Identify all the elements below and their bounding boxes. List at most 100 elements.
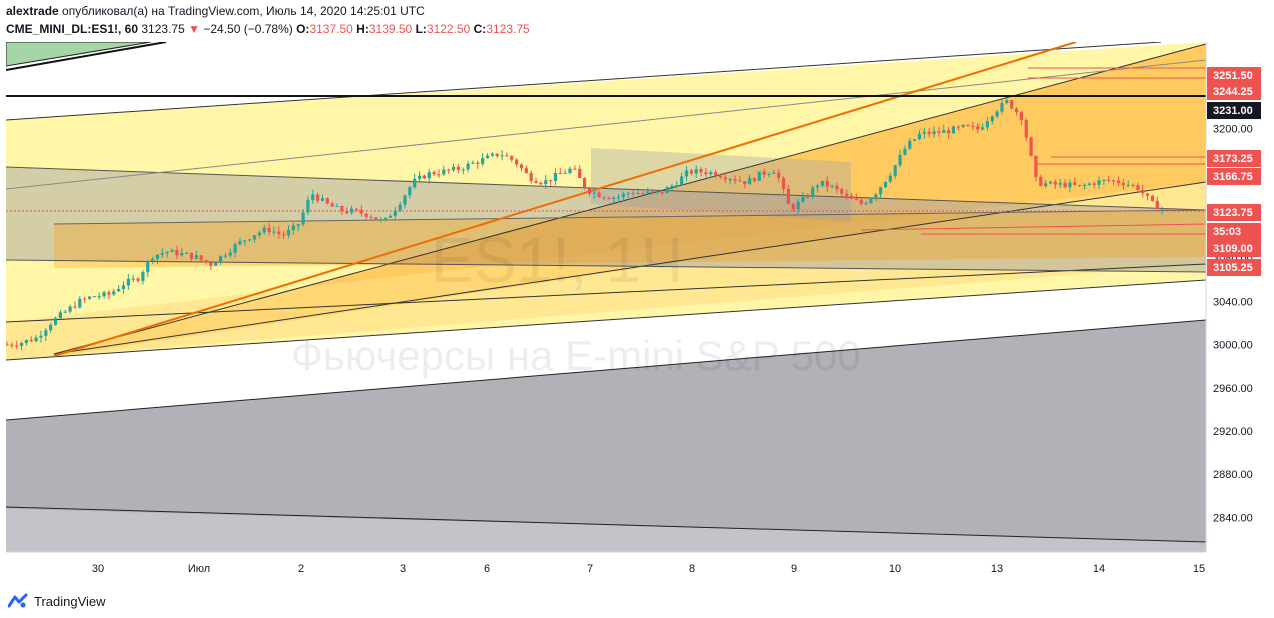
candle-body: [903, 148, 907, 155]
x-tick-label: 13: [991, 563, 1003, 575]
candle-body: [728, 179, 732, 181]
candle-body: [680, 176, 684, 186]
candles-layer: [6, 98, 1169, 351]
time-axis[interactable]: 30 Июл 2 3 6 7 8 9 10 13 14 15: [92, 563, 1205, 575]
x-tick-label: 7: [587, 563, 593, 575]
candle-body: [757, 171, 761, 181]
candle-body: [437, 174, 441, 176]
candle-body: [422, 175, 427, 179]
candle-body: [335, 206, 339, 208]
candle-body: [956, 126, 960, 128]
candle-body: [194, 255, 198, 259]
candle-body: [568, 168, 572, 173]
y-tick-label: 2960.00: [1213, 383, 1253, 395]
candle-body: [990, 116, 994, 122]
candle-body: [68, 306, 72, 312]
candle-body: [1029, 137, 1033, 156]
candle-body: [340, 206, 344, 212]
candle-body: [1044, 183, 1048, 186]
candle-body: [762, 171, 766, 175]
price-label: 3251.50: [1213, 70, 1253, 82]
symbol-legend: CME_MINI_DL:ES1!, 60 3123.75 ▼ −24.50 (−…: [6, 22, 530, 36]
candle-body: [180, 252, 184, 256]
candle-body: [223, 255, 228, 257]
candle-body: [980, 127, 985, 130]
candle-body: [544, 180, 548, 185]
candle-body: [883, 181, 888, 188]
candle-body: [971, 126, 975, 128]
candle-body: [141, 272, 145, 281]
candle-body: [500, 155, 504, 157]
price-label-box: [1207, 83, 1261, 100]
candle-body: [1048, 181, 1053, 184]
candle-body: [461, 169, 465, 171]
candle-body: [379, 219, 383, 221]
footer-brand[interactable]: TradingView: [34, 593, 106, 609]
candle-body: [723, 177, 727, 180]
price-labels: 3251.50 3244.25 3231.00 3173.25 3166.75 3123.…: [1207, 67, 1261, 276]
candle-body: [97, 296, 101, 298]
candle-body: [607, 198, 611, 200]
chart-area[interactable]: ES1!, 1Ч Фьючерсы на E-mini S&P 500 2840…: [6, 42, 1268, 582]
candle-body: [83, 298, 87, 300]
candle-body: [267, 227, 271, 232]
price-label-box: [1207, 102, 1261, 119]
candle-body: [655, 191, 659, 193]
candle-body: [1102, 179, 1106, 181]
author-name[interactable]: alextrade: [6, 4, 59, 18]
candle-body: [354, 208, 359, 210]
tradingview-logo-icon[interactable]: [8, 593, 28, 609]
candle-body: [204, 260, 208, 263]
candle-body: [466, 163, 470, 170]
candle-body: [29, 339, 33, 342]
candle-body: [228, 252, 232, 256]
y-tick-label: 3000.00: [1213, 340, 1253, 352]
candle-body: [515, 159, 519, 165]
candle-body: [854, 198, 858, 200]
candle-body: [1082, 184, 1087, 186]
x-tick-label: 8: [689, 563, 695, 575]
price-chart[interactable]: ES1!, 1Ч Фьючерсы на E-mini S&P 500 2840…: [6, 42, 1268, 582]
price-label: 3231.00: [1213, 105, 1253, 117]
candle-body: [1024, 120, 1028, 138]
watermark-ticker: ES1!, 1Ч: [431, 224, 684, 296]
candle-body: [325, 198, 329, 204]
candle-body: [917, 133, 922, 140]
candle-body: [1073, 182, 1077, 185]
candle-body: [417, 175, 422, 179]
candle-body: [34, 337, 38, 342]
candle-body: [39, 335, 43, 338]
drawing-zones: [6, 42, 1206, 552]
price-label-box: [1207, 240, 1261, 257]
footer: TradingView: [8, 592, 106, 610]
candle-body: [184, 252, 189, 254]
zone-lower-gray: [6, 320, 1206, 542]
candle-body: [92, 296, 96, 298]
candle-body: [15, 345, 19, 347]
candle-body: [786, 188, 791, 205]
x-tick-label: 6: [484, 563, 490, 575]
candle-body: [165, 251, 169, 254]
candle-body: [626, 193, 630, 195]
candle-body: [1155, 200, 1159, 210]
price-label-box: [1207, 168, 1261, 185]
candle-body: [874, 194, 878, 199]
x-tick-label: 15: [1193, 563, 1205, 575]
plot-area[interactable]: ES1!, 1Ч Фьючерсы на E-mini S&P 500: [6, 42, 1206, 552]
candle-body: [558, 173, 562, 175]
candle-body: [767, 173, 771, 175]
candle-body: [840, 189, 844, 194]
symbol-label[interactable]: CME_MINI_DL:ES1!, 60: [6, 22, 139, 36]
candle-body: [922, 131, 926, 134]
candle-body: [451, 166, 456, 171]
candle-body: [350, 208, 354, 213]
candle-body: [413, 178, 417, 188]
y-tick-label: 2880.00: [1213, 469, 1253, 481]
candle-body: [495, 153, 499, 156]
channel-line-9: [53, 209, 1206, 225]
publish-info: alextrade опубликовал(а) на TradingView.…: [6, 4, 425, 18]
lower-gray-bottom-line: [6, 506, 1206, 543]
candle-body: [1112, 180, 1116, 182]
candle-body: [107, 292, 111, 295]
candle-body: [481, 158, 485, 164]
